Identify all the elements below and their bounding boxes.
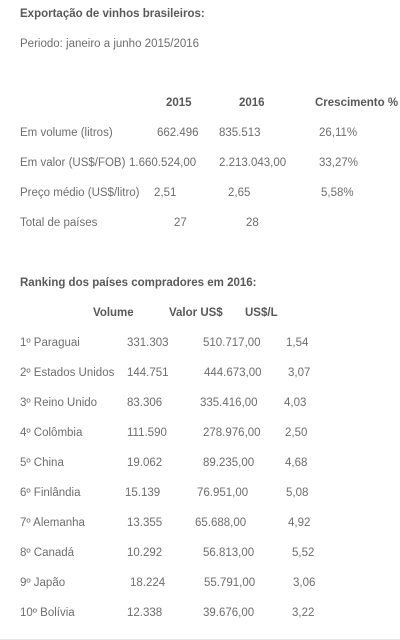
ranking-country: 6º Finlândia — [20, 487, 81, 499]
ranking-volume: 12.338 — [127, 607, 163, 619]
summary-row-label: Preço médio (US$/litro) — [20, 187, 140, 199]
ranking-country: 2º Estados Unidos — [20, 367, 115, 379]
ranking-value: 76.951,00 — [197, 487, 249, 499]
document-title: Exportação de vinhos brasileiros: — [20, 8, 205, 20]
summary-row-label: Em valor (US$/FOB) — [20, 157, 126, 169]
summary-row-2016: 2,65 — [228, 187, 251, 199]
summary-row-growth: 26,11% — [319, 127, 358, 139]
ranking-volume: 111.590 — [127, 427, 167, 439]
ranking-header-per-liter: US$/L — [245, 307, 278, 319]
ranking-value: 89.235,00 — [203, 457, 255, 469]
summary-row-growth: 5,58% — [321, 187, 354, 199]
ranking-country: 9º Japão — [20, 577, 66, 589]
summary-row-2016: 835.513 — [219, 127, 261, 139]
ranking-per-liter: 4,68 — [285, 457, 308, 469]
ranking-value: 278.976,00 — [203, 427, 261, 439]
ranking-per-liter: 2,50 — [285, 427, 308, 439]
ranking-volume: 10.292 — [127, 547, 163, 559]
ranking-per-liter: 5,52 — [292, 547, 315, 559]
ranking-country: 7º Alemanha — [20, 517, 85, 529]
summary-row-label: Total de países — [20, 217, 98, 229]
summary-row-2016: 2.213.043,00 — [219, 157, 287, 169]
ranking-per-liter: 3,06 — [293, 577, 316, 589]
summary-row-2016: 28 — [246, 217, 259, 229]
ranking-per-liter: 1,54 — [286, 337, 309, 349]
ranking-value: 56.813,00 — [203, 547, 255, 559]
summary-row-growth: 33,27% — [319, 157, 359, 169]
summary-row-2015: 662.496 — [157, 127, 199, 139]
ranking-value: 444.673,00 — [204, 367, 262, 379]
summary-header-2015: 2015 — [166, 97, 192, 109]
summary-header-2016: 2016 — [239, 97, 265, 109]
ranking-value: 335.416,00 — [200, 397, 258, 409]
ranking-value: 510.717,00 — [203, 337, 261, 349]
ranking-value: 39.676,00 — [203, 607, 255, 619]
ranking-volume: 144.751 — [127, 367, 169, 379]
ranking-country: 8º Canadá — [20, 547, 75, 559]
summary-row-2015: 27 — [174, 217, 187, 229]
ranking-country: 3º Reino Unido — [20, 397, 98, 409]
ranking-title: Ranking dos países compradores em 2016: — [20, 277, 257, 289]
ranking-volume: 19.062 — [127, 457, 163, 469]
ranking-value: 55.791,00 — [204, 577, 256, 589]
ranking-per-liter: 3,07 — [288, 367, 311, 379]
summary-row-2015: 1.660.524,00 — [129, 157, 197, 169]
ranking-country: 1º Paraguai — [20, 337, 80, 349]
ranking-header-volume: Volume — [93, 307, 134, 319]
summary-row-label: Em volume (litros) — [20, 127, 113, 139]
summary-header-growth: Crescimento % — [315, 97, 399, 109]
ranking-value: 65.688,00 — [195, 517, 247, 529]
ranking-volume: 83.306 — [127, 397, 163, 409]
ranking-country: 5º China — [20, 457, 64, 469]
ranking-volume: 18.224 — [130, 577, 166, 589]
ranking-header-value: Valor US$ — [169, 307, 223, 319]
ranking-per-liter: 4,92 — [288, 517, 311, 529]
period-text: Periodo: janeiro a junho 2015/2016 — [20, 38, 200, 50]
ranking-per-liter: 4,03 — [284, 397, 307, 409]
ranking-per-liter: 5,08 — [286, 487, 309, 499]
ranking-country: 4º Colômbia — [20, 427, 83, 439]
ranking-volume: 13.355 — [127, 517, 163, 529]
ranking-volume: 331.303 — [127, 337, 169, 349]
ranking-volume: 15.139 — [125, 487, 161, 499]
ranking-per-liter: 3,22 — [292, 607, 315, 619]
summary-row-2015: 2,51 — [154, 187, 177, 199]
ranking-country: 10º Bolívia — [20, 607, 75, 619]
